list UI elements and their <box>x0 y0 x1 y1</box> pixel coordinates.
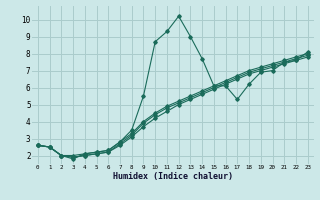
X-axis label: Humidex (Indice chaleur): Humidex (Indice chaleur) <box>113 172 233 181</box>
